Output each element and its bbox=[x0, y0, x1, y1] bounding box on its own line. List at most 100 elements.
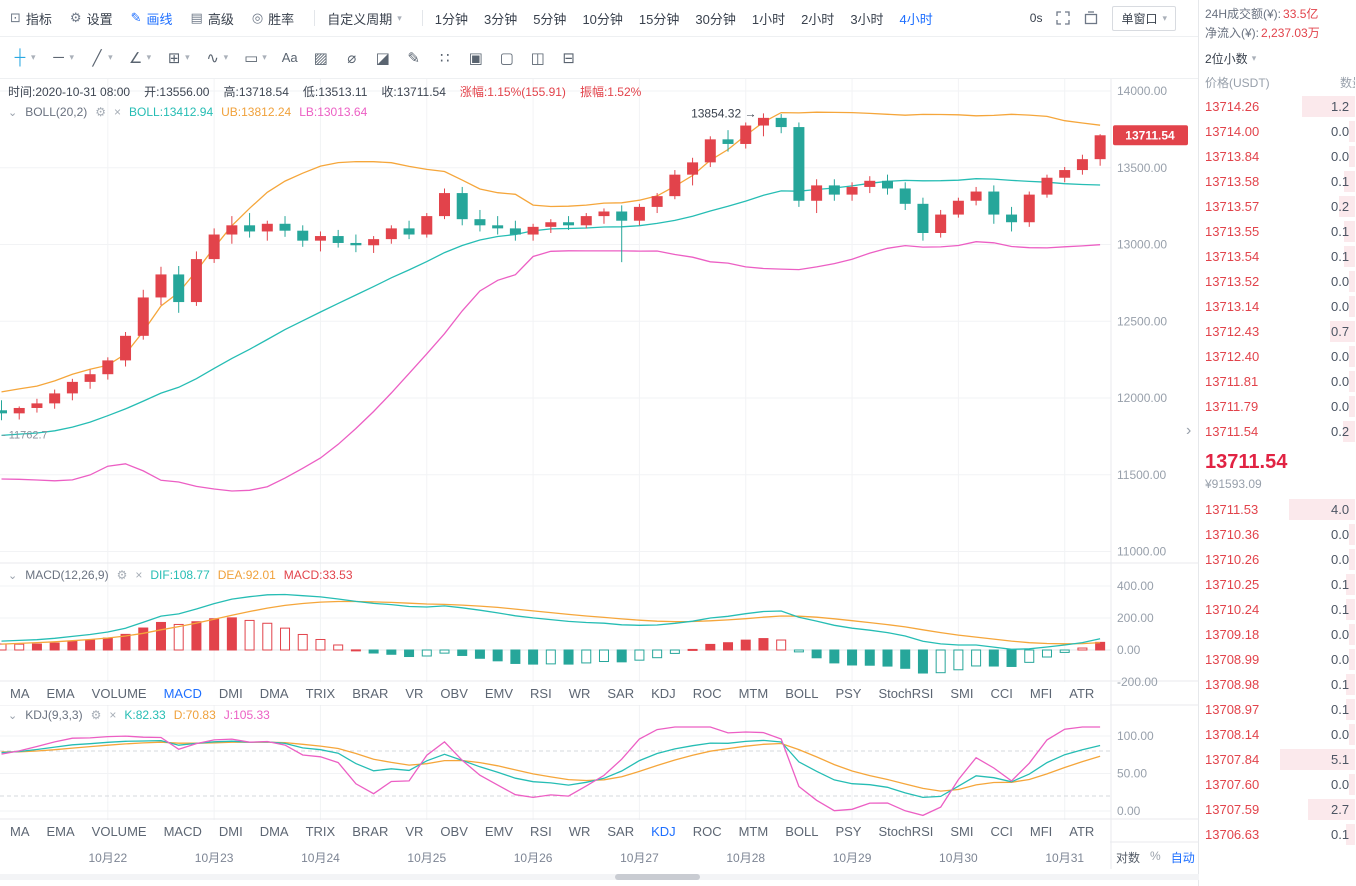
bid-row[interactable]: 13707.84 5.1 bbox=[1199, 747, 1355, 772]
ask-row[interactable]: 13711.79 0.0 bbox=[1199, 394, 1355, 419]
timeframe-1m[interactable]: 1分钟 bbox=[434, 11, 468, 27]
gann-grid-tool[interactable]: ⊞ ▾ bbox=[166, 49, 190, 67]
bid-row[interactable]: 13711.53 4.0 bbox=[1199, 497, 1355, 522]
shape-tool[interactable]: ▭ ▾ bbox=[243, 49, 267, 67]
circle-tool[interactable]: ⌀ bbox=[344, 49, 360, 67]
frame-tool[interactable]: ▢ bbox=[499, 49, 515, 67]
indicator-tab-stochrsi[interactable]: StochRSI bbox=[878, 686, 934, 701]
scale-log-toggle[interactable]: 对数 bbox=[1116, 851, 1141, 865]
timeframe-1h[interactable]: 1小时 bbox=[751, 11, 786, 27]
indicator-tab-mtm[interactable]: MTM bbox=[738, 824, 769, 839]
bid-row[interactable]: 13708.99 0.0 bbox=[1199, 647, 1355, 672]
ask-row[interactable]: 13713.58 0.1 bbox=[1199, 169, 1355, 194]
line-tool[interactable]: ─ ▾ bbox=[51, 49, 74, 66]
indicator-tab-vr[interactable]: VR bbox=[405, 686, 424, 701]
timeframe-3h[interactable]: 3小时 bbox=[850, 11, 884, 27]
indicator-tab-cci[interactable]: CCI bbox=[990, 686, 1013, 701]
crosshair-tool[interactable]: ┼ ▾ bbox=[12, 49, 36, 66]
ask-row[interactable]: 13714.00 0.0 bbox=[1199, 119, 1355, 144]
indicator-tab-stochrsi[interactable]: StochRSI bbox=[878, 824, 934, 839]
scale-auto-toggle[interactable]: 自动 bbox=[1170, 851, 1195, 865]
angle-tool[interactable]: ∠ ▾ bbox=[128, 49, 151, 67]
settings-button[interactable]: ⚙ 设置 bbox=[70, 9, 113, 28]
timeframe-30m[interactable]: 30分钟 bbox=[695, 11, 736, 27]
indicator-tab-sar[interactable]: SAR bbox=[607, 686, 635, 701]
candlestick-chart-canvas[interactable]: 14000.00 13500.00 13000.00 12500.00 12000.00… bbox=[0, 79, 1199, 884]
bid-row[interactable]: 13707.59 2.7 bbox=[1199, 797, 1355, 822]
indicator-tab-ma[interactable]: MA bbox=[10, 686, 30, 701]
indicator-tab-atr[interactable]: ATR bbox=[1069, 824, 1095, 839]
indicator-tab-boll[interactable]: BOLL bbox=[785, 686, 819, 701]
indicator-tab-mfi[interactable]: MFI bbox=[1029, 824, 1053, 839]
ask-row[interactable]: 13711.54 0.2 bbox=[1199, 419, 1355, 444]
indicator-tab-macd[interactable]: MACD bbox=[163, 686, 202, 701]
close-icon[interactable]: × bbox=[109, 708, 117, 722]
indicator-tab-dma[interactable]: DMA bbox=[259, 824, 289, 839]
indicator-tab-emv[interactable]: EMV bbox=[484, 824, 514, 839]
delete-tool[interactable]: ⊟ bbox=[561, 49, 577, 67]
indicator-tab-ema[interactable]: EMA bbox=[46, 824, 75, 839]
indicator-tab-mfi[interactable]: MFI bbox=[1029, 686, 1053, 701]
indicator-tab-smi[interactable]: SMI bbox=[950, 686, 974, 701]
window-mode-dropdown[interactable]: 单窗口 ▾ bbox=[1112, 5, 1176, 31]
ask-row[interactable]: 13713.84 0.0 bbox=[1199, 144, 1355, 169]
timeframe-4h[interactable]: 4小时 bbox=[899, 11, 933, 27]
bid-row[interactable]: 13710.36 0.0 bbox=[1199, 522, 1355, 547]
indicator-tab-rsi[interactable]: RSI bbox=[530, 686, 552, 701]
indicator-tab-emv[interactable]: EMV bbox=[484, 686, 514, 701]
indicator-tab-volume[interactable]: VOLUME bbox=[91, 824, 147, 839]
indicator-button[interactable]: ⊡ 指标 bbox=[10, 9, 52, 28]
indicator-tab-dma[interactable]: DMA bbox=[259, 686, 289, 701]
decimals-dropdown[interactable]: 2位小数 ▾ bbox=[1199, 45, 1355, 72]
indicator-tab-wr[interactable]: WR bbox=[568, 686, 591, 701]
indicator-tab-vr[interactable]: VR bbox=[405, 824, 424, 839]
timeframe-5m[interactable]: 5分钟 bbox=[533, 11, 567, 27]
indicator-tab-ma[interactable]: MA bbox=[10, 824, 30, 839]
advanced-button[interactable]: ▤ 高级 bbox=[191, 9, 234, 28]
screenshot-tool[interactable]: ◫ bbox=[530, 49, 546, 67]
indicator-tab-wr[interactable]: WR bbox=[568, 824, 591, 839]
ask-row[interactable]: 13713.54 0.1 bbox=[1199, 244, 1355, 269]
h-scrollbar-track[interactable] bbox=[0, 874, 1199, 880]
indicator-tab-kdj[interactable]: KDJ bbox=[651, 686, 676, 701]
gear-icon[interactable]: ⚙ bbox=[116, 568, 128, 582]
timeframe-2h[interactable]: 2小时 bbox=[801, 11, 835, 27]
indicator-tab-trix[interactable]: TRIX bbox=[305, 824, 336, 839]
collapse-icon[interactable]: ⌄ bbox=[8, 106, 18, 119]
bid-row[interactable]: 13709.18 0.0 bbox=[1199, 622, 1355, 647]
copy-tool[interactable]: ▣ bbox=[468, 49, 484, 67]
custom-period-dropdown[interactable]: 自定义周期 ▾ bbox=[327, 9, 402, 28]
eraser-tool[interactable]: ◪ bbox=[375, 49, 391, 67]
fullscreen-icon[interactable] bbox=[1056, 11, 1071, 25]
indicator-tab-macd[interactable]: MACD bbox=[163, 824, 202, 839]
indicator-tab-mtm[interactable]: MTM bbox=[738, 686, 769, 701]
bid-row[interactable]: 13710.24 0.1 bbox=[1199, 597, 1355, 622]
bid-row[interactable]: 13708.14 0.0 bbox=[1199, 722, 1355, 747]
indicator-tab-roc[interactable]: ROC bbox=[692, 824, 722, 839]
indicator-tab-rsi[interactable]: RSI bbox=[530, 824, 552, 839]
dots-tool[interactable]: ∷ bbox=[437, 49, 453, 67]
indicator-tab-volume[interactable]: VOLUME bbox=[91, 686, 147, 701]
bid-row[interactable]: 13707.60 0.0 bbox=[1199, 772, 1355, 797]
indicator-tab-obv[interactable]: OBV bbox=[440, 686, 468, 701]
wave-tool[interactable]: ∿ ▾ bbox=[205, 49, 228, 67]
gear-icon[interactable]: ⚙ bbox=[95, 105, 107, 119]
close-icon[interactable]: × bbox=[135, 568, 143, 582]
indicator-tab-boll[interactable]: BOLL bbox=[785, 824, 819, 839]
bid-row[interactable]: 13708.97 0.1 bbox=[1199, 697, 1355, 722]
collapse-icon[interactable]: ⌄ bbox=[8, 709, 18, 722]
ask-row[interactable]: 13713.57 0.2 bbox=[1199, 194, 1355, 219]
collapse-icon[interactable]: ⌄ bbox=[8, 569, 18, 582]
draw-button[interactable]: ✎ 画线 bbox=[131, 9, 173, 28]
indicator-tab-psy[interactable]: PSY bbox=[835, 686, 862, 701]
indicator-tab-atr[interactable]: ATR bbox=[1069, 686, 1095, 701]
pencil-tool[interactable]: ✎ bbox=[406, 49, 422, 67]
indicator-tab-brar[interactable]: BRAR bbox=[352, 686, 389, 701]
timeframe-15m[interactable]: 15分钟 bbox=[638, 11, 680, 27]
timeframe-10m[interactable]: 10分钟 bbox=[582, 11, 623, 27]
timeframe-3m[interactable]: 3分钟 bbox=[483, 11, 518, 27]
popout-window-icon[interactable] bbox=[1084, 11, 1098, 25]
indicator-tab-brar[interactable]: BRAR bbox=[352, 824, 389, 839]
indicator-tab-cci[interactable]: CCI bbox=[990, 824, 1013, 839]
ask-row[interactable]: 13714.26 1.2 bbox=[1199, 94, 1355, 119]
